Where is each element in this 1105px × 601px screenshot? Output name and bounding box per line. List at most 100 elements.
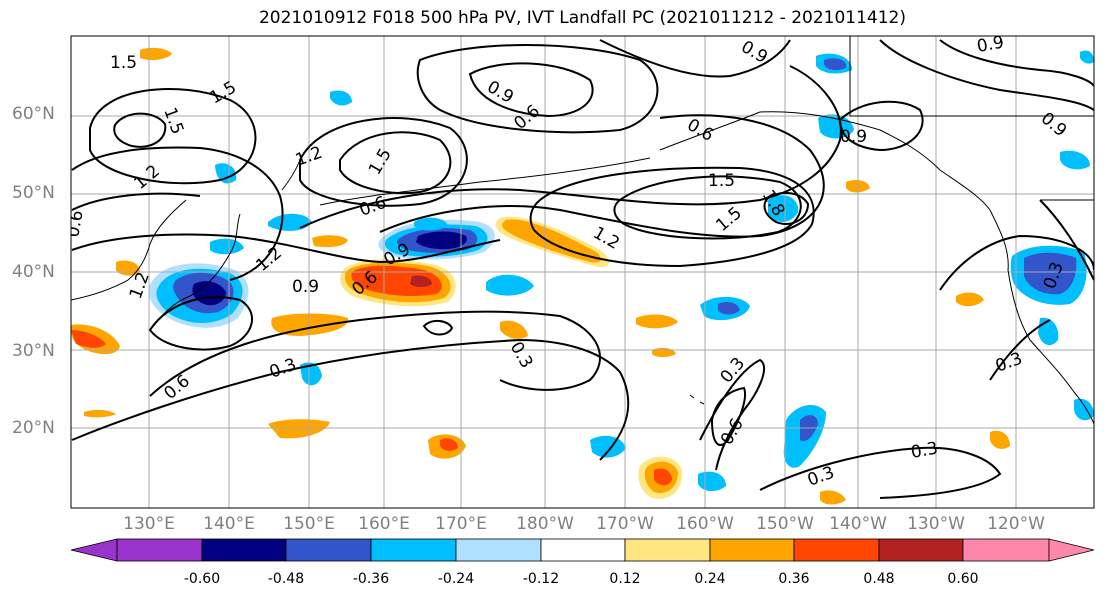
colorbar-tick: 0.12 [609,571,641,587]
shade-p-small13 [500,320,528,339]
colorbar-tick: -0.48 [267,571,305,587]
contour-label: 0.9 [840,127,867,147]
shade-n-small6 [486,274,534,296]
shade-n-small8-mid [718,302,740,315]
ivt-shading [71,47,1094,505]
shade-n-small13-mid [824,58,847,71]
contour-label: 0.9 [975,33,1005,57]
shade-n-small3 [215,163,237,184]
lon-label-150w: 150°W [756,514,814,534]
pv-contour-0p3-se [759,446,1002,499]
pv-contour-small-loop [422,320,454,336]
shade-p-small7 [140,47,172,61]
colorbar-tick: -0.36 [352,571,390,587]
shade-p-small1 [636,314,678,329]
pv-contour-0p6-w [71,192,201,211]
lon-label-140w: 140°W [829,514,887,534]
shade-n-small11 [768,195,799,222]
pv-contour-1p2-nw [299,117,468,207]
colorbar-tick: 0.48 [863,571,895,587]
pv-contours [71,39,1094,499]
colorbar-seg-5 [455,538,542,562]
contour-label: 1.5 [110,53,137,73]
shade-n-small15 [1074,398,1094,421]
pv-contour-0p3-e [939,234,1094,291]
pv-contour-0p6-mid [710,386,746,446]
pv-contour-0p6-ne [879,39,1094,111]
shade-n-small17 [1080,50,1094,64]
coast-japan [149,213,241,331]
colorbar-seg-6 [540,538,626,562]
shade-n-small7 [330,90,352,106]
shade-p-small10 [820,490,846,505]
pv-contour-0p9-w [71,233,501,264]
shade-cal-mid [1024,252,1077,295]
coast-aleutians [319,157,651,206]
shade-pos1-dark [410,275,432,287]
lon-label-170e: 170°E [435,514,487,534]
coast-westcoast [1007,269,1094,425]
pv-contour-0p3-sw [71,338,630,461]
lon-label-150e: 150°E [283,514,335,534]
pv-contour-0p6-n [416,44,659,134]
lat-label-40n: 40°N [12,262,55,282]
pv-contour-1p2 [529,166,815,268]
map-title: 2021010912 F018 500 hPa PV, IVT Landfall… [258,8,906,28]
shade-n-small2 [210,238,244,255]
lon-label-180w: 180°W [516,514,574,534]
lon-label-160w: 160°W [676,514,734,534]
shade-p-small9 [990,430,1010,449]
colorbar-tick: 0.60 [947,571,979,587]
shade-n-small5 [414,217,448,231]
pv-contour-1p2-w [71,146,284,281]
lat-label-50n: 50°N [12,183,55,203]
lon-label-170w: 170°W [596,514,654,534]
contour-label: 1.5 [708,171,735,191]
colorbar-tick: 0.24 [694,571,726,587]
colorbar-tick: 0.36 [778,571,810,587]
colorbar [70,538,1095,562]
colorbar-seg-9 [793,538,880,562]
shade-p-small12 [84,409,116,418]
shade-pos1-red [351,265,442,296]
pv-contour-0p9-alaska [838,100,924,152]
coast-kamchatka [281,159,301,191]
shade-pos3-orange-b [312,235,348,248]
lon-label-160e: 160°E [358,514,410,534]
coast-borders [849,36,1094,201]
lon-label-130e: 130°E [123,514,175,534]
pv-contour-1p8 [763,192,810,225]
map-frame [70,35,1095,509]
shade-n-small4 [300,362,322,386]
colorbar-tick: -0.60 [183,571,221,587]
pv-contour-0p3-north [599,39,791,78]
pv-contour-1p5-w2 [89,87,257,185]
lat-label-20n: 20°N [12,418,55,438]
colorbar-seg-1 [116,538,203,562]
pv-contour-0p9-ne [939,39,1094,87]
colorbar-tick: -0.24 [437,571,475,587]
shade-n-small9 [590,435,626,458]
colorbar-seg-11 [962,538,1050,562]
map-panel: 1.5 1.5 1.5 1.2 1.2 1.2 1.2 1.5 1.5 1.8 … [63,33,1094,508]
contour-label: 0.6 [63,209,87,239]
pv-contour-0p9-jet [379,114,825,238]
lon-label-130w: 130°W [907,514,965,534]
colorbar-tick: -0.12 [522,571,560,587]
colorbar-extend-high [1048,538,1095,562]
shade-p-small4-red [440,438,458,451]
pv-contour-1p5-w [113,112,167,148]
shade-p-small5 [268,419,330,439]
shade-p-small3-red [654,468,672,486]
coast-asia [71,199,187,301]
pv-contour-0p9-n [468,62,594,118]
pv-contour-1p5-nw [339,131,452,194]
pv-contour-0p6-sw [149,310,601,397]
colorbar-seg-3 [285,538,372,562]
colorbar-seg-7 [624,538,711,562]
pv-contour-0p9-sw-blob [148,296,253,351]
lat-label-60n: 60°N [12,104,55,124]
contour-label: 0.3 [909,439,939,463]
graticule [71,36,1094,508]
